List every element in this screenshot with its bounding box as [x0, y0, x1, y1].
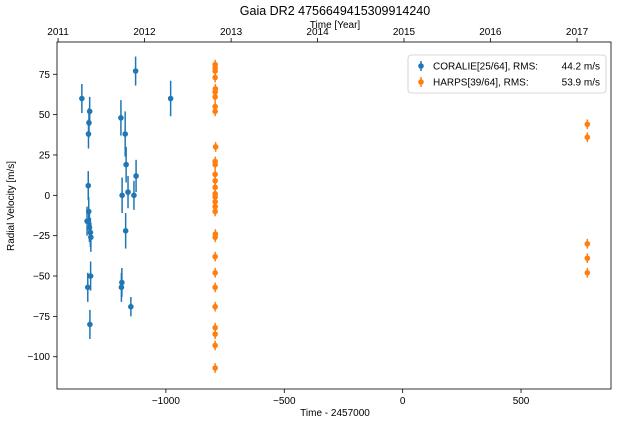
- x-tick-label: 0: [400, 396, 406, 407]
- data-point: [212, 178, 218, 184]
- data-point: [122, 131, 128, 137]
- data-point: [212, 89, 218, 95]
- y-tick-label: 75: [39, 70, 51, 81]
- top-tick-label: 2015: [393, 27, 416, 38]
- data-point: [212, 234, 218, 241]
- data-point: [584, 269, 591, 276]
- data-point: [87, 321, 93, 328]
- legend-label: CORALIE[25/64], RMS:: [433, 62, 538, 73]
- y-tick-label: 50: [39, 110, 51, 121]
- top-tick-label: 2014: [306, 27, 329, 38]
- y-tick-label: 25: [39, 150, 51, 161]
- top-tick-label: 2013: [220, 27, 243, 38]
- legend-rms: 53.9 m/s: [562, 78, 600, 89]
- data-point: [584, 255, 591, 262]
- data-point: [212, 94, 218, 100]
- data-point: [131, 192, 137, 199]
- data-marks: [79, 56, 591, 373]
- data-point: [87, 273, 94, 279]
- data-point: [132, 68, 139, 74]
- legend-box: [407, 54, 607, 94]
- data-point: [119, 192, 125, 199]
- data-point: [212, 284, 218, 291]
- data-point: [86, 108, 93, 115]
- data-point: [212, 171, 218, 178]
- axes: −1000 −500 0 500 −100 −75 −50 −25 0 25 50 75 2011 201…: [27, 27, 612, 407]
- data-point: [85, 182, 92, 189]
- top-tick-label: 2016: [479, 27, 502, 38]
- data-point: [118, 115, 124, 121]
- top-axis-label: Time [Year]: [310, 20, 361, 31]
- data-point: [84, 284, 91, 291]
- data-point: [212, 365, 218, 371]
- data-point: [212, 208, 218, 215]
- legend-marker: [418, 79, 424, 85]
- data-point: [212, 331, 218, 337]
- data-point: [167, 95, 174, 102]
- data-point: [85, 208, 92, 215]
- y-tick-label: −25: [33, 231, 50, 242]
- data-point: [133, 173, 139, 179]
- data-point: [128, 303, 134, 310]
- data-point: [79, 95, 85, 102]
- top-tick-label: 2011: [47, 27, 69, 38]
- legend-rms: 44.2 m/s: [562, 62, 600, 73]
- chart-title: Gaia DR2 4756649415309914240: [240, 4, 430, 18]
- data-point: [212, 324, 218, 331]
- top-tick-label: 2012: [133, 27, 156, 38]
- series-0: [79, 56, 174, 339]
- data-point: [88, 234, 94, 241]
- x-axis-label: Time - 2457000: [300, 408, 370, 419]
- data-point: [212, 269, 218, 276]
- data-point: [212, 184, 218, 191]
- data-point: [119, 279, 125, 286]
- data-point: [584, 240, 591, 247]
- y-tick-label: 0: [44, 191, 50, 202]
- data-point: [212, 161, 218, 168]
- top-tick-label: 2017: [566, 27, 589, 38]
- plot-frame: [56, 41, 612, 390]
- legend-marker: [418, 63, 424, 69]
- data-point: [212, 342, 218, 349]
- data-point: [212, 108, 218, 115]
- data-point: [212, 74, 218, 81]
- x-tick-label: −1000: [152, 396, 181, 407]
- x-tick-label: 500: [513, 396, 530, 407]
- data-point: [584, 134, 591, 141]
- y-tick-label: −50: [33, 272, 50, 283]
- legend: CORALIE[25/64], RMS: 44.2 m/s HARPS[39/64]…: [407, 54, 607, 94]
- y-axis-label: Radial Velocity [m/s]: [6, 161, 17, 251]
- data-point: [123, 161, 129, 168]
- x-tick-label: −500: [273, 396, 296, 407]
- legend-label: HARPS[39/64], RMS:: [433, 78, 529, 89]
- data-point: [584, 121, 591, 128]
- data-point: [212, 303, 218, 310]
- data-point: [125, 189, 131, 195]
- data-point: [212, 144, 219, 150]
- data-point: [212, 68, 218, 74]
- data-point: [212, 253, 218, 260]
- series-1: [212, 59, 591, 373]
- y-tick-label: −75: [33, 312, 50, 323]
- y-tick-label: −100: [27, 352, 50, 363]
- data-point: [122, 228, 129, 234]
